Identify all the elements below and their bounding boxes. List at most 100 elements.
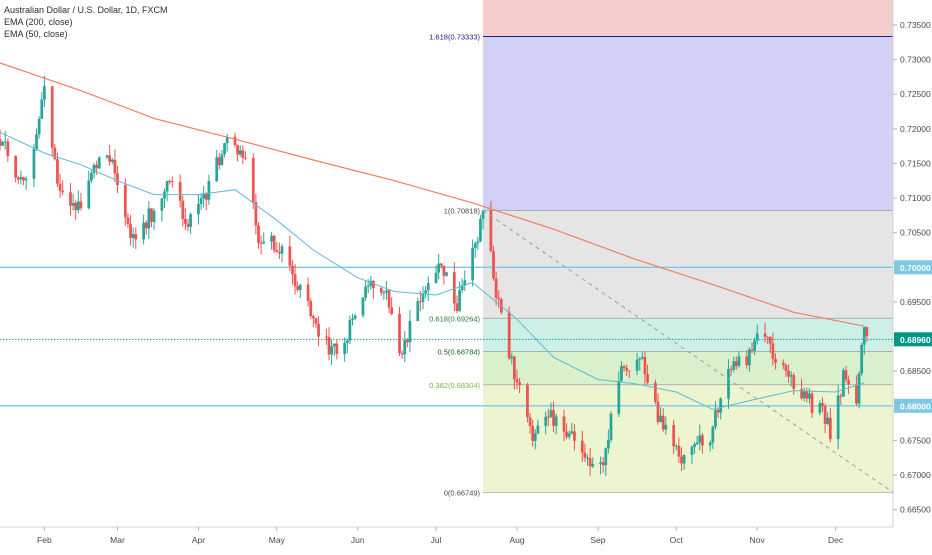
candle-body <box>479 218 482 242</box>
candle-body <box>197 203 200 215</box>
candle-body <box>275 250 279 253</box>
candle-body <box>189 214 192 227</box>
candle-body <box>627 370 631 372</box>
candle-body <box>586 457 589 459</box>
candle-body <box>787 370 790 377</box>
candle-body <box>437 263 441 273</box>
candle-body <box>847 379 850 385</box>
candle-body <box>110 159 114 162</box>
candle-body <box>311 316 315 319</box>
candle-body <box>695 442 699 445</box>
candle-body <box>345 340 349 344</box>
time-tick-label: Apr <box>192 535 205 545</box>
candle-body <box>805 391 809 399</box>
candle-body <box>708 442 712 446</box>
candle-body <box>690 446 694 455</box>
time-tick-label: Mar <box>110 535 125 545</box>
candle-body <box>330 346 333 355</box>
candle-body <box>97 157 101 169</box>
candle-body <box>617 380 621 414</box>
candle-body <box>257 225 260 243</box>
candle-body <box>583 452 587 458</box>
candle-body <box>604 448 608 466</box>
candle-body <box>471 248 474 281</box>
candle-body <box>481 210 485 219</box>
level-price-badge: 0.70000 <box>900 263 931 273</box>
candle-body <box>473 243 477 249</box>
candle-body <box>562 416 566 432</box>
last-price-badge: 0.68960 <box>900 335 931 345</box>
candle-body <box>105 155 109 158</box>
candle-body <box>674 445 678 447</box>
candle-body <box>646 374 649 383</box>
candle-body <box>549 410 553 417</box>
candle-body <box>382 292 386 294</box>
candle-body <box>492 251 495 279</box>
candle-body <box>860 344 864 374</box>
candle-body <box>654 382 657 402</box>
candle-body <box>836 395 840 440</box>
candle-body <box>385 290 388 293</box>
candle-body <box>71 202 75 206</box>
candle-body <box>821 403 824 407</box>
candle-body <box>734 361 738 366</box>
candle-body <box>123 185 127 218</box>
candle-body <box>317 323 320 337</box>
candle-body <box>424 290 427 294</box>
candle-body <box>802 391 806 399</box>
candle-body <box>61 190 65 193</box>
candle-body <box>3 141 7 143</box>
symbol-title: Australian Dollar / U.S. Dollar, 1D, FXC… <box>4 5 168 15</box>
candle-body <box>842 370 845 397</box>
candle-body <box>732 361 736 370</box>
time-tick-label: Sep <box>590 535 605 545</box>
candle-body <box>35 134 38 149</box>
price-tick-label: 0.68500 <box>900 366 931 376</box>
candle-body <box>92 164 96 174</box>
candle-body <box>800 388 803 399</box>
candle-body <box>369 280 373 286</box>
price-axis-background <box>893 0 932 550</box>
candle-body <box>184 218 187 224</box>
candle-body <box>186 223 190 227</box>
candle-body <box>353 315 357 319</box>
candle-body <box>792 375 796 389</box>
candle-body <box>293 274 297 287</box>
candle-body <box>672 424 676 447</box>
candle-body <box>220 154 224 165</box>
candle-body <box>181 200 185 219</box>
candle-body <box>87 180 91 209</box>
fib-level-label: 0.382(0.68304) <box>429 381 480 390</box>
candle-body <box>56 159 59 184</box>
time-axis-background <box>0 527 932 550</box>
candle-body <box>808 393 811 399</box>
fib-zone <box>483 351 893 385</box>
candle-body <box>771 343 775 359</box>
level-price-badge-background <box>894 398 932 413</box>
candle-body <box>215 157 219 181</box>
candle-body <box>79 201 83 209</box>
candle-body <box>244 157 247 159</box>
fib-level-label: 1.618(0.73333) <box>429 32 480 41</box>
candle-body <box>857 373 861 404</box>
candle-body <box>50 86 54 148</box>
candle-body <box>241 150 245 158</box>
candle-body <box>664 424 668 430</box>
candle-body <box>314 318 318 324</box>
candle-body <box>476 241 480 244</box>
candle-body <box>588 457 592 467</box>
candle-body <box>291 265 294 275</box>
candle-body <box>76 201 80 211</box>
candle-body <box>40 99 44 119</box>
candle-body <box>546 416 550 418</box>
candle-body <box>745 356 749 366</box>
time-axis: Feb Mar Apr May Jun Jul Aug Sep Oct Nov Dec <box>0 526 932 550</box>
candle-body <box>458 290 461 312</box>
fib-level-label: 0.5(0.68784) <box>438 348 481 357</box>
fib-level-label: 1(0.70818) <box>444 207 481 216</box>
candle-body <box>445 272 448 276</box>
candle-body <box>727 369 730 399</box>
candle-body <box>142 222 145 240</box>
candle-body <box>351 318 354 321</box>
candle-body <box>719 398 723 413</box>
